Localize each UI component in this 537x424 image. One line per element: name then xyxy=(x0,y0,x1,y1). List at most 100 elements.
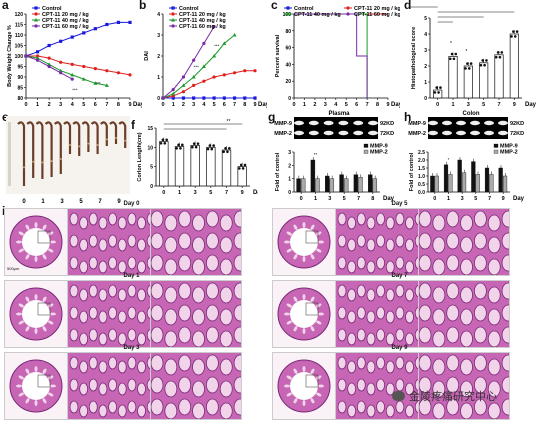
crypt xyxy=(192,214,205,232)
scale-bar-label: 500μm xyxy=(7,266,20,271)
blot-band xyxy=(353,120,364,126)
data-point xyxy=(82,31,86,35)
data-point xyxy=(232,96,237,100)
crypt xyxy=(151,398,164,416)
crypt xyxy=(137,238,146,252)
data-point xyxy=(82,64,86,69)
crypt xyxy=(178,354,192,372)
data-point xyxy=(243,69,247,73)
y-tick-label: 20 xyxy=(285,79,291,85)
crypt xyxy=(127,328,137,342)
x-tick-label: 1 xyxy=(303,102,306,108)
crypt xyxy=(34,222,38,228)
bar xyxy=(434,175,439,193)
x-tick-label: 8 xyxy=(243,102,246,108)
bar xyxy=(296,178,301,193)
crypt xyxy=(460,358,473,376)
data-point xyxy=(496,51,500,54)
bar xyxy=(315,178,320,193)
crypt xyxy=(376,234,385,248)
histology-zoom xyxy=(418,280,510,348)
legend-label: MMP-2 xyxy=(370,150,388,156)
x-tick-label: 7 xyxy=(233,102,236,108)
crypt xyxy=(395,284,405,298)
crypt xyxy=(178,304,192,322)
data-point xyxy=(181,96,186,100)
blot-band xyxy=(442,130,452,136)
data-point xyxy=(171,96,175,100)
crypt xyxy=(487,358,501,376)
chart-c: 0204060801000123456789DayPercent surviva… xyxy=(275,6,400,108)
crypt xyxy=(284,384,290,388)
crypt xyxy=(48,231,54,236)
data-point xyxy=(47,43,51,48)
crypt xyxy=(205,232,219,250)
crypt xyxy=(219,330,233,347)
crypt xyxy=(192,286,205,304)
data-point xyxy=(116,20,121,24)
blot-band xyxy=(294,130,304,136)
specimen-content xyxy=(59,158,62,160)
colon-specimen xyxy=(26,121,35,178)
blot-band xyxy=(470,120,480,126)
crypt xyxy=(79,360,89,374)
legend-label: MMP-2 xyxy=(500,150,518,156)
crypt xyxy=(293,224,298,230)
crypt xyxy=(432,380,446,398)
crypt xyxy=(42,296,47,302)
crypt xyxy=(487,308,501,326)
y-tick-label: 1.0 xyxy=(418,174,425,180)
crypt xyxy=(69,212,79,226)
crypt xyxy=(146,256,150,270)
crypt xyxy=(108,284,117,298)
crypt xyxy=(501,326,509,344)
crypt xyxy=(310,326,315,332)
crypt xyxy=(88,256,98,270)
y-tick-label: 3 xyxy=(288,150,291,156)
histology-zoom xyxy=(335,352,419,420)
data-point xyxy=(435,86,439,89)
y-tick-label: 1.5 xyxy=(418,166,425,172)
crypt xyxy=(137,260,146,274)
data-point xyxy=(159,141,163,145)
crypt xyxy=(419,398,432,416)
bar xyxy=(489,174,494,193)
data-point xyxy=(346,12,350,16)
data-point xyxy=(202,79,206,83)
crypt xyxy=(205,254,219,272)
crypt xyxy=(88,306,98,320)
data-point xyxy=(165,138,168,142)
data-point xyxy=(171,6,175,10)
data-point xyxy=(212,144,215,147)
data-point xyxy=(179,147,182,150)
crypt xyxy=(117,216,127,230)
crypt xyxy=(302,256,306,262)
crypt xyxy=(414,356,418,370)
crypt xyxy=(385,288,395,302)
data-point xyxy=(192,142,196,145)
data-point xyxy=(70,77,74,81)
x-axis-label: Day xyxy=(258,102,267,108)
bar xyxy=(310,159,316,193)
crypt xyxy=(473,232,487,250)
crypt xyxy=(347,288,357,302)
y-tick-label: 3 xyxy=(157,33,160,39)
crypt xyxy=(302,328,306,334)
y-tick-label: 60 xyxy=(285,46,291,52)
crypt xyxy=(473,304,487,322)
blot-title: Plasma xyxy=(328,111,350,117)
blot-band xyxy=(308,130,319,136)
bar xyxy=(494,54,504,99)
bar xyxy=(448,174,453,193)
x-tick-label: 3 xyxy=(194,190,197,196)
crypt xyxy=(385,260,395,274)
crypt xyxy=(117,288,127,302)
crypt xyxy=(293,368,298,374)
bar xyxy=(443,164,449,193)
crypt xyxy=(219,236,233,254)
blot-kd-label: 92KD xyxy=(380,121,394,127)
crypt xyxy=(419,254,432,272)
crypt xyxy=(42,254,47,260)
x-tick-label: 5 xyxy=(343,196,346,202)
